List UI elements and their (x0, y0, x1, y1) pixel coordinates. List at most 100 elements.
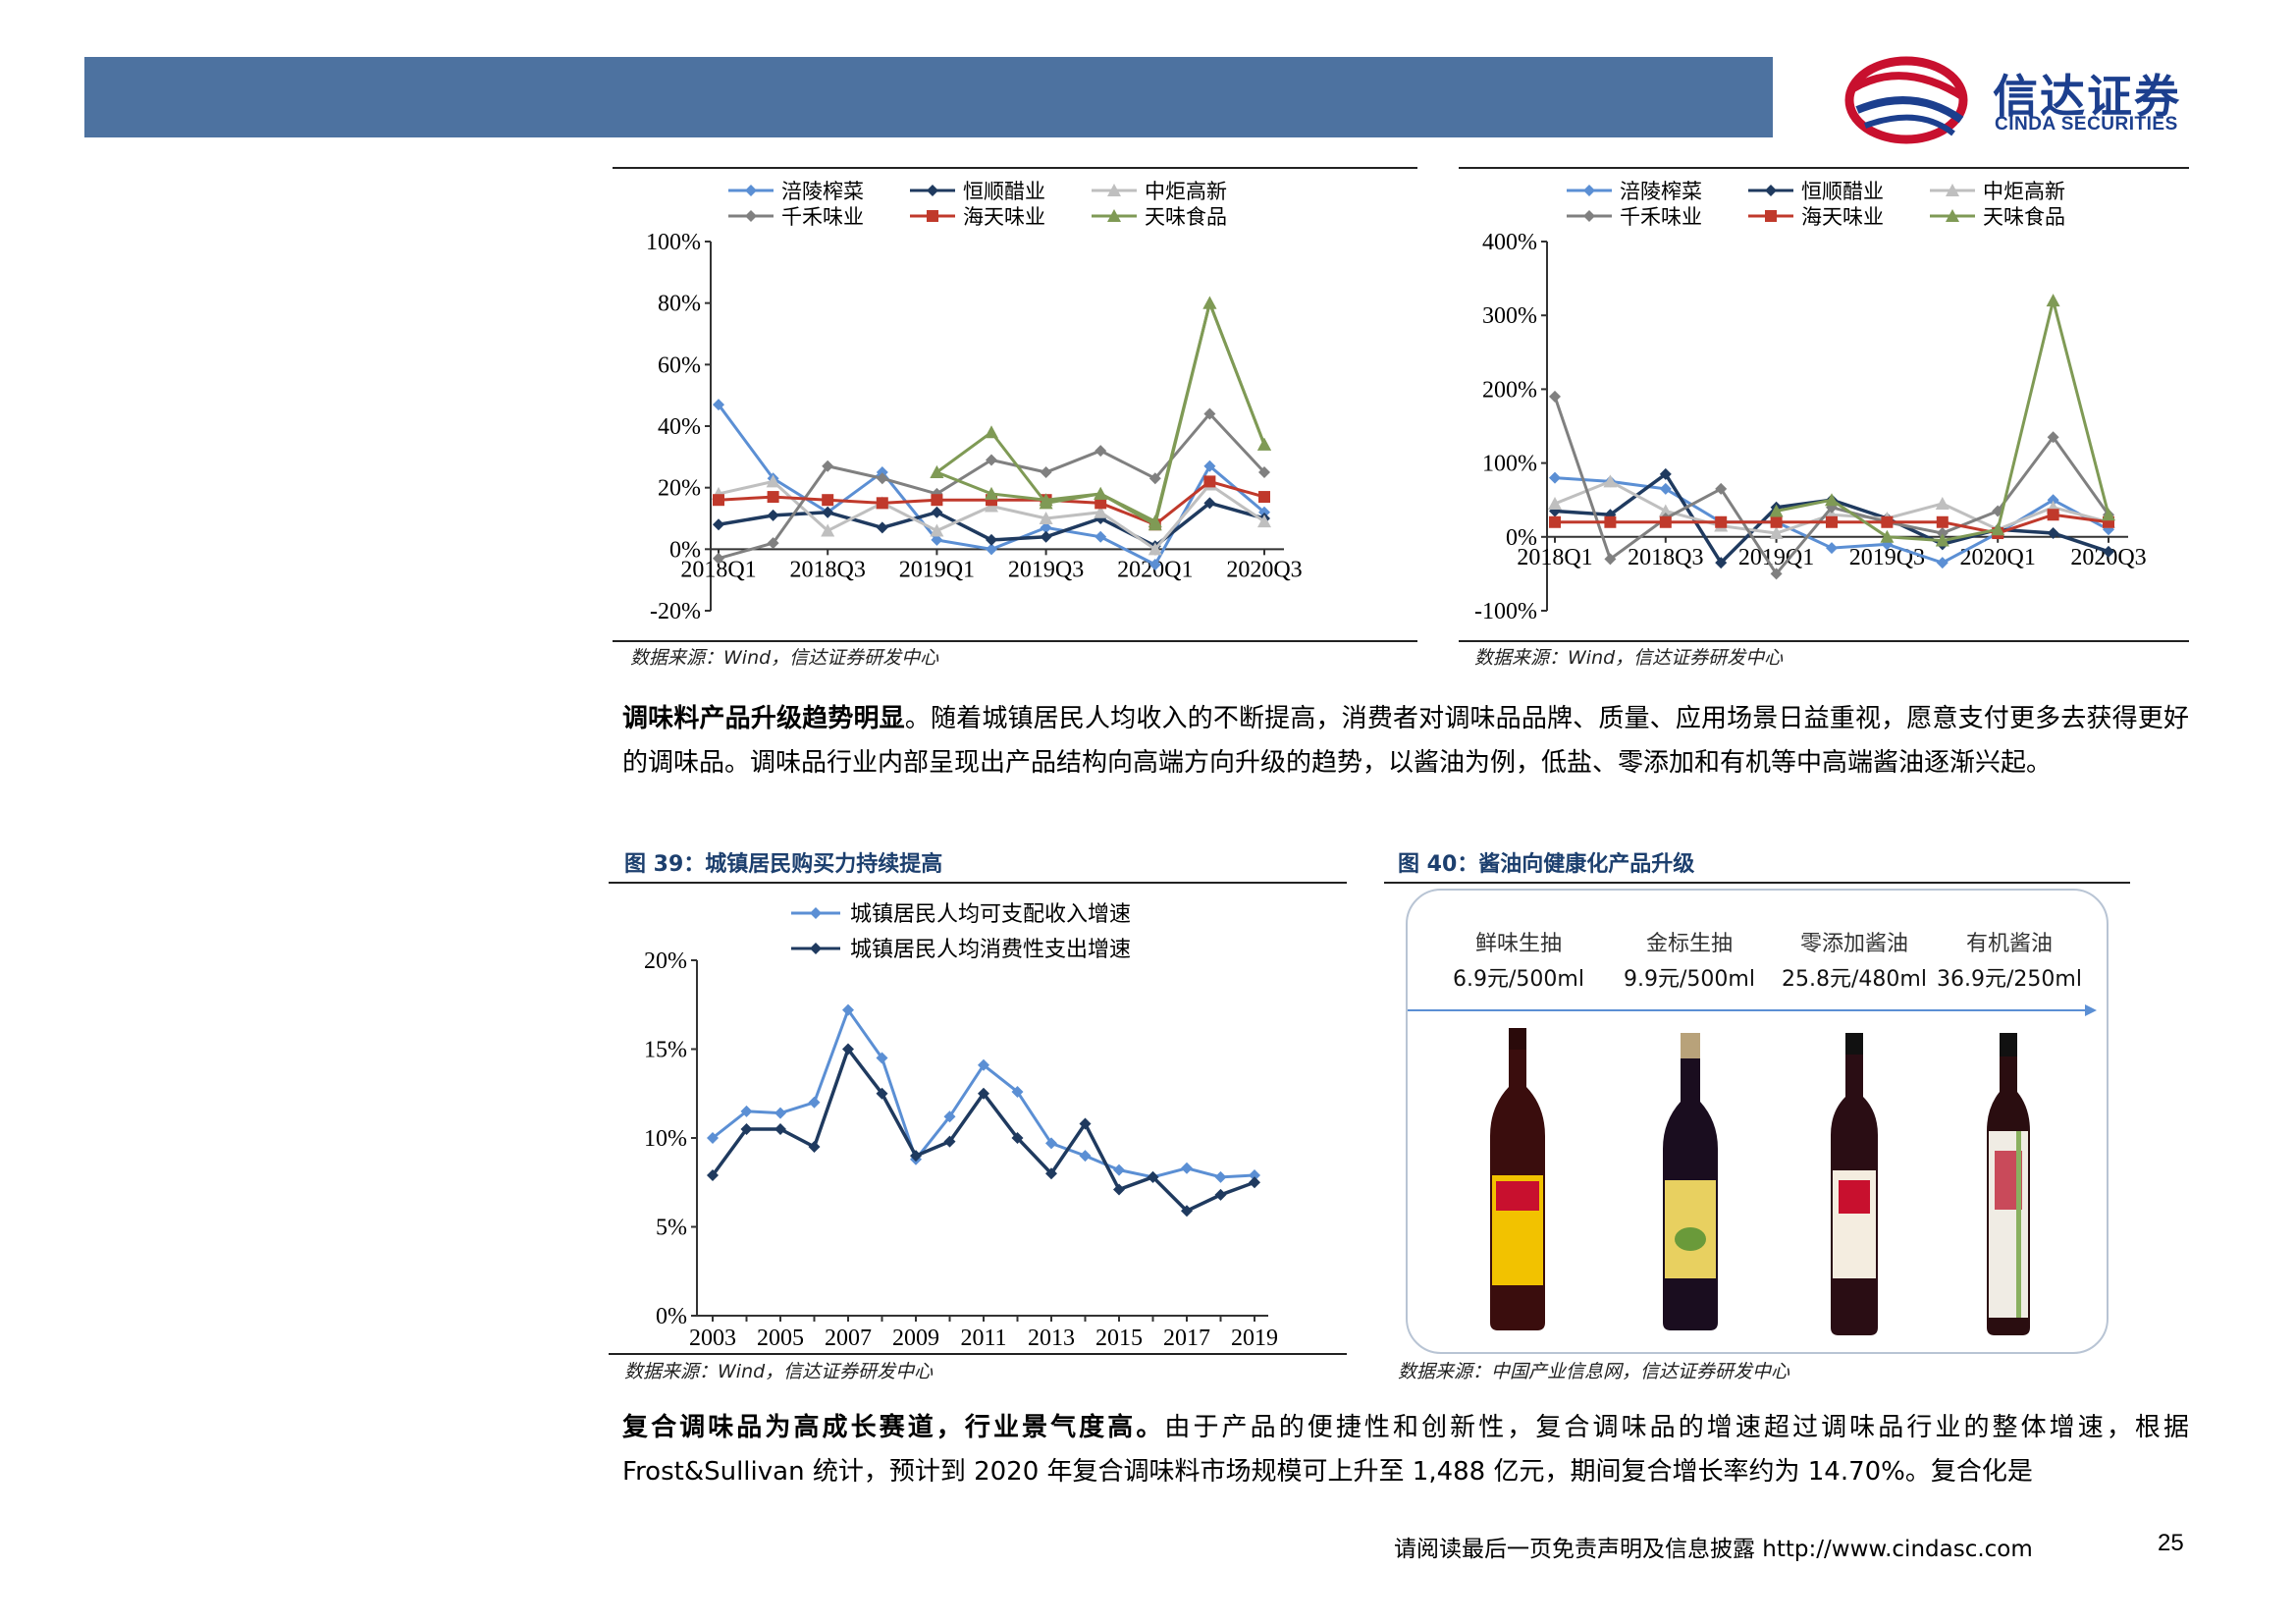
data-point (1258, 491, 1270, 504)
data-point (766, 474, 780, 488)
data-point (713, 552, 724, 565)
series-line (707, 1043, 1260, 1218)
data-point (1826, 515, 1838, 528)
y-tick-label: 15% (644, 1038, 687, 1063)
data-point (1040, 521, 1052, 534)
data-point (986, 454, 997, 466)
data-point (930, 465, 944, 478)
legend-marker (1107, 184, 1121, 196)
data-point (1045, 1167, 1057, 1180)
data-point (876, 1087, 888, 1100)
data-point (986, 543, 997, 556)
x-tick-label: 2003 (689, 1326, 736, 1351)
fig40-source: 数据来源：中国产业信息网，信达证券研发中心 (1398, 1361, 1790, 1382)
data-point (978, 1087, 989, 1100)
data-point (1181, 1205, 1193, 1218)
data-point (1659, 515, 1672, 528)
data-point (1039, 493, 1053, 507)
data-point (1659, 467, 1672, 480)
y-tick-label: 100% (646, 230, 701, 255)
legend-marker (1946, 184, 1959, 196)
series-line (1769, 294, 2115, 547)
product-name: 有机酱油 (1965, 932, 2053, 956)
data-point (1113, 1183, 1125, 1196)
data-point (1113, 1164, 1125, 1176)
data-point (1548, 496, 1562, 510)
data-point (1936, 515, 1949, 528)
data-point (985, 425, 998, 439)
data-point (1715, 515, 1728, 528)
data-point (1715, 557, 1728, 569)
paragraph-2: 复合调味品为高成长赛道，行业景气度高。由于产品的便捷性和创新性，复合调味品的增速… (622, 1406, 2189, 1494)
data-point (1770, 568, 1783, 580)
data-point (1935, 533, 1949, 547)
data-point (1148, 559, 1161, 570)
data-point (985, 486, 998, 500)
legend-marker (810, 907, 822, 919)
chart1-bottom-rule (613, 640, 1417, 642)
x-tick-label: 2019Q1 (899, 557, 975, 582)
data-point (808, 1096, 821, 1109)
y-tick-label: 300% (1482, 303, 1537, 329)
data-point (767, 509, 779, 521)
x-tick-label: 2019Q1 (1738, 545, 1814, 570)
data-point (822, 506, 834, 518)
data-point (2047, 494, 2059, 507)
chart2-source: 数据来源：Wind，信达证券研发中心 (1474, 647, 1784, 669)
legend-label: 天味食品 (1145, 205, 1227, 229)
legend-label: 涪陵榨菜 (781, 180, 864, 203)
data-point (1257, 437, 1271, 451)
data-point (1659, 482, 1672, 495)
x-tick-label: 2015 (1095, 1326, 1143, 1351)
legend-marker (1107, 209, 1121, 222)
x-tick-label: 2019Q3 (1008, 557, 1084, 582)
data-point (713, 518, 724, 531)
brand-name-en: CINDA SECURITIES (1995, 114, 2178, 135)
paragraph-1: 调味料产品升级趋势明显。随着城镇居民人均收入的不断提高，消费者对调味品品牌、质量… (622, 697, 2189, 785)
data-point (1881, 515, 1894, 528)
y-tick-label: 400% (1482, 230, 1537, 255)
data-point (2046, 294, 2060, 307)
data-point (876, 497, 888, 510)
product-price: 25.8元/480ml (1782, 967, 1927, 992)
data-point (1040, 530, 1052, 543)
data-point (713, 399, 724, 411)
data-point (774, 1122, 786, 1135)
legend-label: 天味食品 (1983, 205, 2065, 229)
data-point (1936, 557, 1949, 569)
data-point (1935, 496, 1949, 510)
y-tick-label: -100% (1474, 599, 1537, 624)
legend-marker (810, 943, 822, 954)
legend-label: 涪陵榨菜 (1620, 180, 1702, 203)
x-tick-label: 2018Q3 (1628, 545, 1703, 570)
data-point (808, 1141, 821, 1154)
data-point (1258, 506, 1270, 518)
data-point (1148, 514, 1162, 528)
x-tick-label: 2020Q3 (1226, 557, 1302, 582)
data-point (876, 472, 888, 485)
legend-label: 中炬高新 (1983, 180, 2065, 203)
x-tick-label: 2007 (825, 1326, 872, 1351)
data-point (1203, 460, 1216, 472)
fig39-bottom-rule (609, 1353, 1347, 1355)
data-point (1769, 526, 1784, 540)
legend-marker (1765, 185, 1777, 196)
product-name: 鲜味生抽 (1474, 932, 1562, 956)
data-point (1249, 1176, 1260, 1189)
data-point (1095, 530, 1107, 543)
product-name: 金标生抽 (1645, 932, 1733, 956)
data-point (822, 494, 834, 507)
chart1-top-rule (613, 167, 1417, 169)
data-point (876, 1052, 888, 1064)
y-tick-label: 40% (658, 414, 701, 440)
data-point (1148, 472, 1161, 485)
data-point (842, 1043, 854, 1056)
x-tick-label: 2018Q1 (1517, 545, 1592, 570)
data-point (986, 533, 997, 546)
chart1: 100%80%60%40%20%0%-20%2018Q1 2018Q3 2019Q1… (646, 180, 1303, 624)
legend-marker (745, 210, 757, 222)
x-tick-label: 2017 (1163, 1326, 1210, 1351)
bottle-icon (1831, 1033, 1878, 1335)
data-point (822, 460, 834, 472)
data-point (1826, 542, 1838, 555)
